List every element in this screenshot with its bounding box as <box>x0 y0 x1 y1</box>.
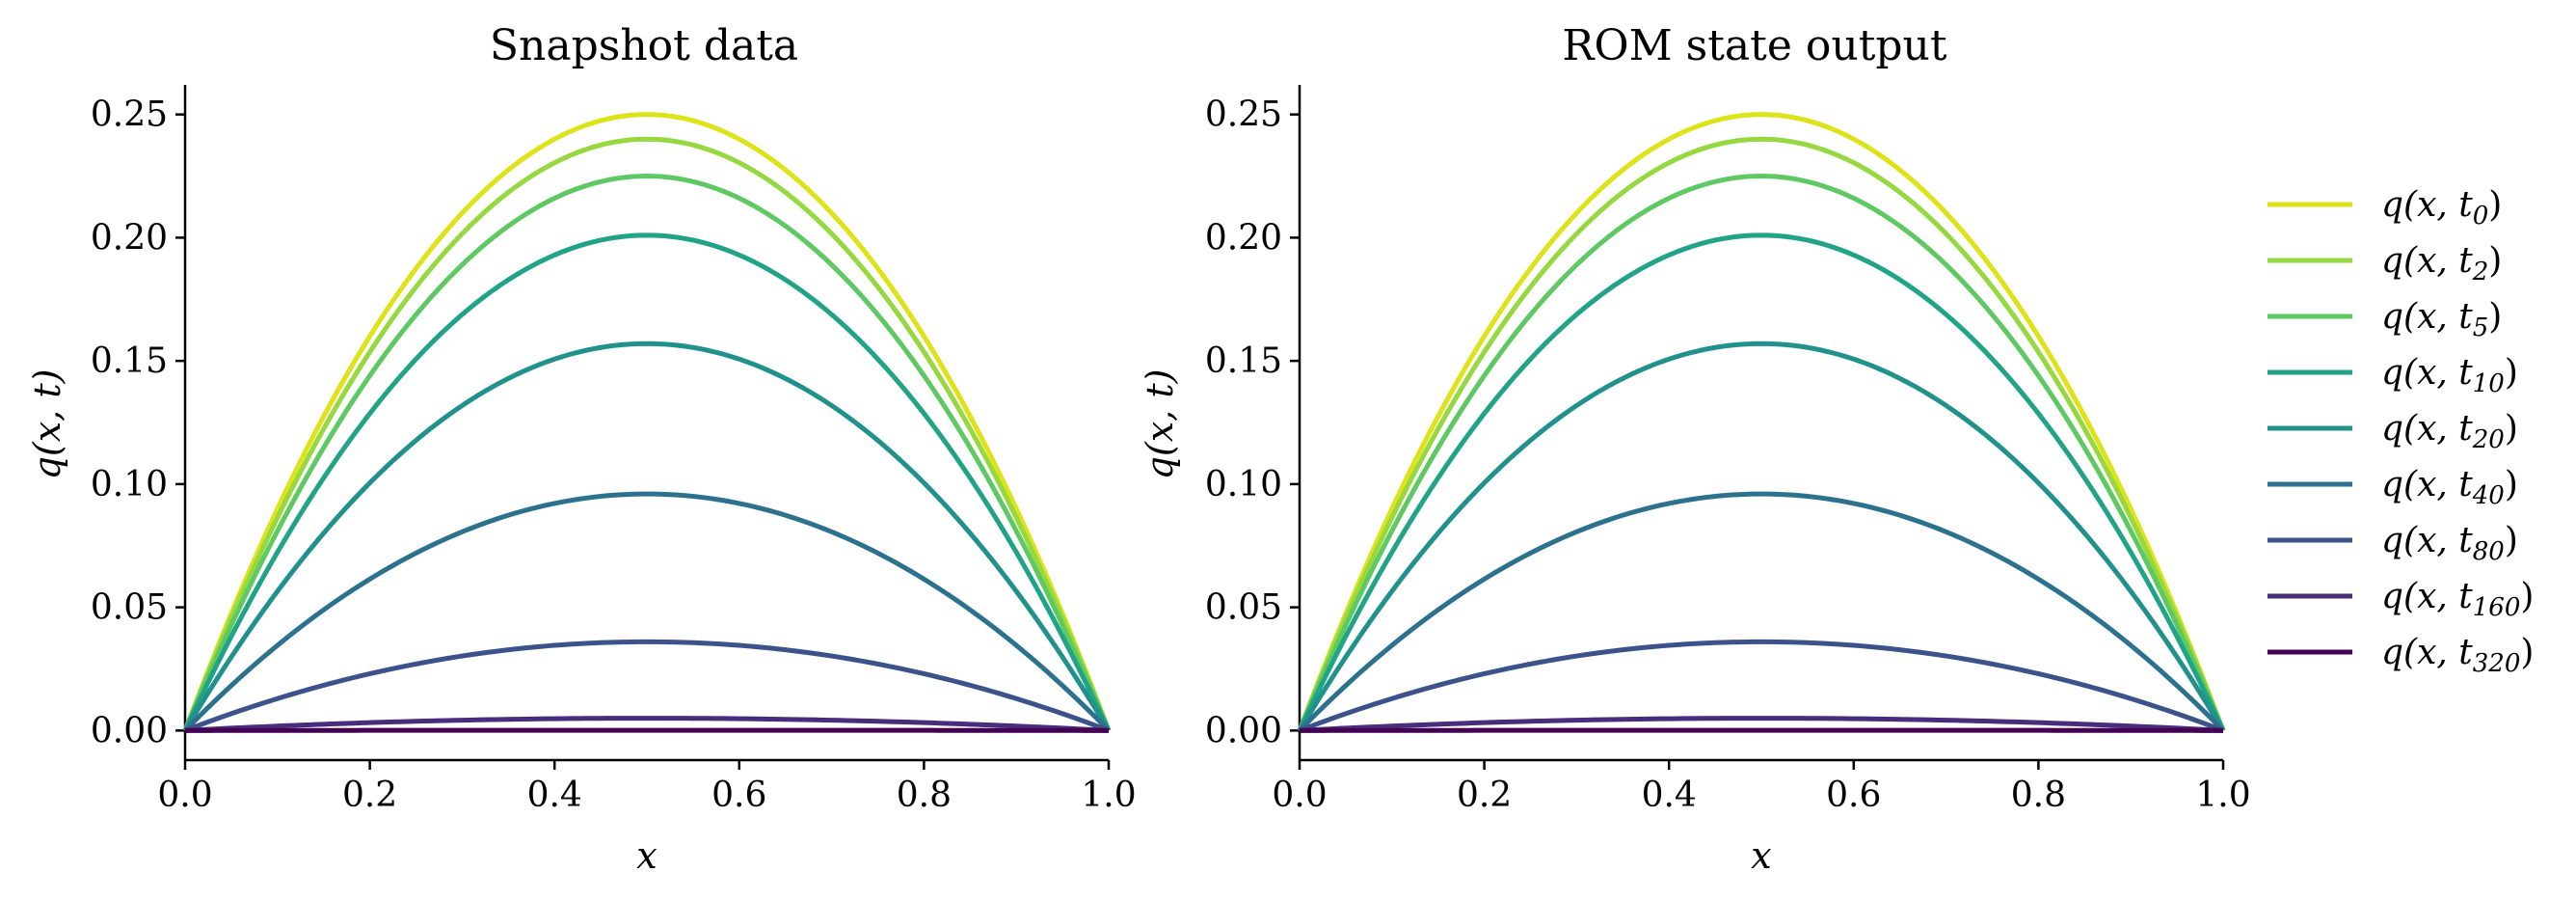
x-tick-label: 1.0 <box>2195 776 2250 815</box>
legend-entry: q(x, t320) <box>2267 633 2534 678</box>
x-tick-label: 0.2 <box>1457 776 1512 815</box>
legend-label: q(x, t40) <box>2381 465 2518 510</box>
y-tick-label: 0.15 <box>1205 341 1282 381</box>
series-line-10 <box>1297 232 2226 732</box>
x-tick-label: 0.0 <box>1272 776 1327 815</box>
series-line-80 <box>184 639 1110 733</box>
series-line-5 <box>182 174 1112 732</box>
y-tick-label: 0.05 <box>91 588 168 628</box>
series-line-80 <box>1299 639 2224 733</box>
legend-label: q(x, t20) <box>2381 409 2518 454</box>
y-tick-label: 0.10 <box>91 465 168 504</box>
x-axis-label: x <box>1751 834 1771 877</box>
series-line-160 <box>184 716 1110 733</box>
x-axis-label: x <box>636 834 657 877</box>
series-line-2 <box>182 136 1112 732</box>
y-tick-label: 0.20 <box>1205 218 1282 258</box>
legend-label: q(x, t320) <box>2381 633 2534 678</box>
legend-label: q(x, t10) <box>2381 353 2518 398</box>
panel-snapshot-data: Snapshot data 0.0 0.2 0.4 0.6 0.8 1.0 0.000.0… <box>26 21 1137 877</box>
legend-label: q(x, t160) <box>2381 577 2534 622</box>
series-line-0 <box>1297 112 2226 732</box>
y-tick-label: 0.15 <box>91 341 168 381</box>
legend-entry: q(x, t160) <box>2267 577 2534 622</box>
legend-entry: q(x, t5) <box>2267 297 2502 342</box>
series-line-40 <box>1298 491 2225 733</box>
series-curves <box>1297 112 2226 733</box>
x-tick-label: 0.6 <box>1826 776 1881 815</box>
legend-label: q(x, t80) <box>2381 521 2518 566</box>
x-ticks: 0.0 0.2 0.4 0.6 0.8 1.0 <box>1272 760 2251 815</box>
y-axis-label: q(x, t) <box>1139 369 1181 480</box>
y-ticks: 0.00 0.05 0.10 0.15 0.20 0.25 <box>1205 95 1300 750</box>
legend-entry: q(x, t80) <box>2267 521 2518 566</box>
legend-entry: q(x, t40) <box>2267 465 2518 510</box>
legend-label: q(x, t0) <box>2381 185 2502 231</box>
y-tick-label: 0.25 <box>1205 95 1282 135</box>
series-line-2 <box>1297 136 2226 732</box>
legend-label: q(x, t2) <box>2381 241 2502 286</box>
y-tick-label: 0.10 <box>1205 465 1282 504</box>
y-tick-label: 0.25 <box>91 95 168 135</box>
x-tick-label: 0.4 <box>1642 776 1697 815</box>
panel-rom-state-output: ROM state output 0.0 0.2 0.4 0.6 0.8 1.0 0.00… <box>1139 21 2251 877</box>
legend-entry: q(x, t10) <box>2267 353 2518 398</box>
series-line-10 <box>182 232 1112 732</box>
series-line-160 <box>1299 716 2224 733</box>
legend: q(x, t0) q(x, t2) q(x, t5) q(x, t10) q(x, t2… <box>2267 185 2534 678</box>
series-line-20 <box>1297 341 2226 732</box>
y-tick-label: 0.20 <box>91 218 168 258</box>
x-ticks: 0.0 0.2 0.4 0.6 0.8 1.0 <box>157 760 1137 815</box>
series-curves <box>182 112 1112 733</box>
series-line-5 <box>1297 174 2226 732</box>
legend-label: q(x, t5) <box>2381 297 2502 342</box>
legend-entry: q(x, t2) <box>2267 241 2502 286</box>
y-axis-label: q(x, t) <box>26 369 68 480</box>
y-tick-label: 0.00 <box>91 711 168 750</box>
legend-entry: q(x, t0) <box>2267 185 2502 231</box>
y-ticks: 0.00 0.05 0.10 0.15 0.20 0.25 <box>91 95 185 750</box>
x-tick-label: 0.0 <box>157 776 212 815</box>
y-tick-label: 0.05 <box>1205 588 1282 628</box>
x-tick-label: 1.0 <box>1081 776 1136 815</box>
y-tick-label: 0.00 <box>1205 711 1282 750</box>
series-line-0 <box>182 112 1112 732</box>
x-tick-label: 0.4 <box>527 776 582 815</box>
series-line-20 <box>182 341 1112 732</box>
x-tick-label: 0.8 <box>2011 776 2066 815</box>
chart-title: Snapshot data <box>490 21 798 70</box>
chart-title: ROM state output <box>1562 21 1946 70</box>
legend-entry: q(x, t20) <box>2267 409 2518 454</box>
series-line-40 <box>183 491 1111 733</box>
x-tick-label: 0.6 <box>711 776 766 815</box>
x-tick-label: 0.8 <box>897 776 952 815</box>
x-tick-label: 0.2 <box>342 776 397 815</box>
